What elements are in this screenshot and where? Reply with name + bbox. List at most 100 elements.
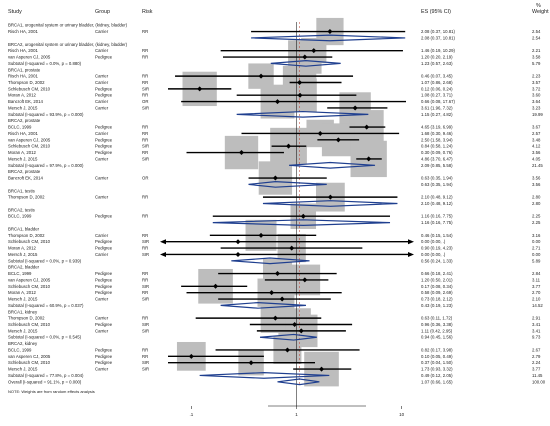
ci-label: 4.65 (3.19, 6.99) [421, 125, 453, 130]
weight-label: 3.60 [532, 93, 541, 98]
col-header-weight-1: % [536, 3, 541, 9]
subtotal-label: Subtotal (I-squared = 93.9%, p = 0.000) [8, 112, 84, 117]
ci-label: 2.09 (0.85, 5.58) [421, 163, 453, 168]
risk-label: SIR [142, 144, 149, 149]
ci-label: 0.84 (0.58, 1.24) [421, 144, 453, 149]
risk-label: RR [142, 214, 148, 219]
point-estimate [300, 213, 306, 219]
weight-label: 2.80 [532, 201, 541, 206]
subtotal-diamond [270, 59, 341, 67]
risk-label: RR [142, 271, 148, 276]
subtotal-diamond [212, 219, 391, 227]
ci-arrow-right [408, 239, 414, 245]
point-estimate [292, 322, 298, 327]
group-label: Carrier [95, 29, 109, 34]
ci-label: 0.90 (0.19, 4.23) [421, 246, 453, 251]
risk-label: SIR [142, 322, 149, 327]
weight-label: 3.41 [532, 322, 541, 327]
study-label: BCLC, 1999 [8, 125, 32, 130]
risk-label: RR [142, 347, 148, 352]
point-estimate [269, 290, 275, 296]
point-estimate [284, 347, 290, 353]
weight-label: 4.12 [532, 144, 541, 149]
ci-label: 0.58 (0.09, 2.69) [421, 290, 453, 295]
subgroup-header: BRCA1, urogenital system or urinary blad… [8, 23, 128, 28]
point-estimate [286, 143, 292, 149]
risk-label: SIR [142, 239, 149, 244]
risk-label: SIR [142, 367, 149, 372]
risk-label: RR [142, 233, 148, 238]
subtotal-diamond [251, 34, 406, 42]
weight-label: 3.77 [532, 284, 541, 289]
ci-arrow-left [160, 251, 166, 257]
study-label: Moran A, 2012 [8, 150, 37, 155]
group-label: Pedigree [95, 290, 113, 295]
ci-label: 1.68 (0.30, 9.46) [421, 131, 453, 136]
group-label: Pedigree [95, 86, 113, 91]
weight-label: 21.45 [532, 163, 543, 168]
weight-label: 3.56 [532, 150, 541, 155]
risk-label: RR [142, 195, 148, 200]
subtotal-diamond [236, 110, 369, 118]
column-headers: Study Group Risk ES (95% CI) % Weight [8, 3, 549, 15]
group-label: Carrier [95, 367, 109, 372]
group-label: Carrier [95, 297, 109, 302]
subgroup-header: BRCA1, testis [8, 188, 35, 193]
risk-label: RR [142, 354, 148, 359]
weight-label: 2.25 [532, 214, 541, 219]
study-label: Risch HA, 2001 [8, 131, 38, 136]
point-estimate [272, 315, 278, 321]
weight-label: 3.67 [532, 125, 541, 130]
group-label: Pedigree [95, 360, 113, 365]
subtotal-diamond [231, 257, 310, 265]
ci-label: 1.16 (0.16, 7.75) [421, 220, 453, 225]
study-label: Schlebusch CM, 2010 [8, 144, 51, 149]
point-estimate [275, 99, 281, 105]
risk-label: RR [142, 125, 148, 130]
col-header-study: Study [8, 9, 22, 15]
ci-label: 0.46 (0.15, 1.54) [421, 233, 453, 238]
ci-label: 1.07 (0.86, 2.68) [421, 80, 453, 85]
point-estimate [319, 366, 325, 372]
weight-label: 3.64 [532, 99, 541, 104]
point-estimate [275, 271, 281, 277]
col-header-group: Group [95, 9, 110, 15]
chart-marks [160, 29, 414, 386]
group-label: Pedigree [95, 239, 113, 244]
study-label: Thompson D, 2002 [8, 233, 45, 238]
weight-label: 0.00 [532, 239, 541, 244]
ci-label: 0.10 (0.05, 0.49) [421, 354, 453, 359]
study-label: Mersch J, 2015 [8, 156, 38, 161]
ci-label: 1.08 (0.27, 3.71) [421, 93, 453, 98]
weight-label: 5.79 [532, 61, 541, 66]
point-estimate [239, 150, 245, 156]
overall-diamond [277, 378, 320, 386]
study-label: Thompson D, 2002 [8, 316, 45, 321]
subtotal-label: Subtotal (I-squared = 0.0%, p = 0.880) [8, 61, 82, 66]
weight-label: 2.80 [532, 195, 541, 200]
weight-label: 3.56 [532, 182, 541, 187]
group-label: Pedigree [95, 271, 113, 276]
group-label: Pedigree [95, 354, 113, 359]
study-label: van Asperen CJ, 2005 [8, 55, 51, 60]
study-label: Schlebusch CM, 2010 [8, 284, 51, 289]
weight-label: 2.23 [532, 74, 541, 79]
subtotal-label: Subtotal (I-squared = 0.0%, p = 0.545) [8, 335, 82, 340]
ci-label: 1.11 (0.42, 2.95) [421, 328, 453, 333]
group-label: Pedigree [95, 214, 113, 219]
study-label: van Asperen CJ, 2005 [8, 277, 51, 282]
weight-label: 14.52 [532, 303, 543, 308]
point-estimate [302, 277, 308, 283]
subtotal-diamond [262, 200, 398, 207]
weight-label: 3.41 [532, 328, 541, 333]
risk-label: RR [142, 131, 148, 136]
risk-label: RR [142, 93, 148, 98]
risk-label: RR [142, 29, 148, 34]
study-label: Risch HA, 2001 [8, 48, 38, 53]
weight-label: 2.54 [532, 29, 541, 34]
subgroup-header: BRCA2, bladder [8, 265, 40, 270]
subtotal-label: Subtotal (I-squared = 97.9%, p = 0.000) [8, 163, 84, 168]
point-estimate [298, 328, 304, 334]
weight-label: 2.71 [532, 246, 541, 251]
risk-label: SIR [142, 252, 149, 257]
